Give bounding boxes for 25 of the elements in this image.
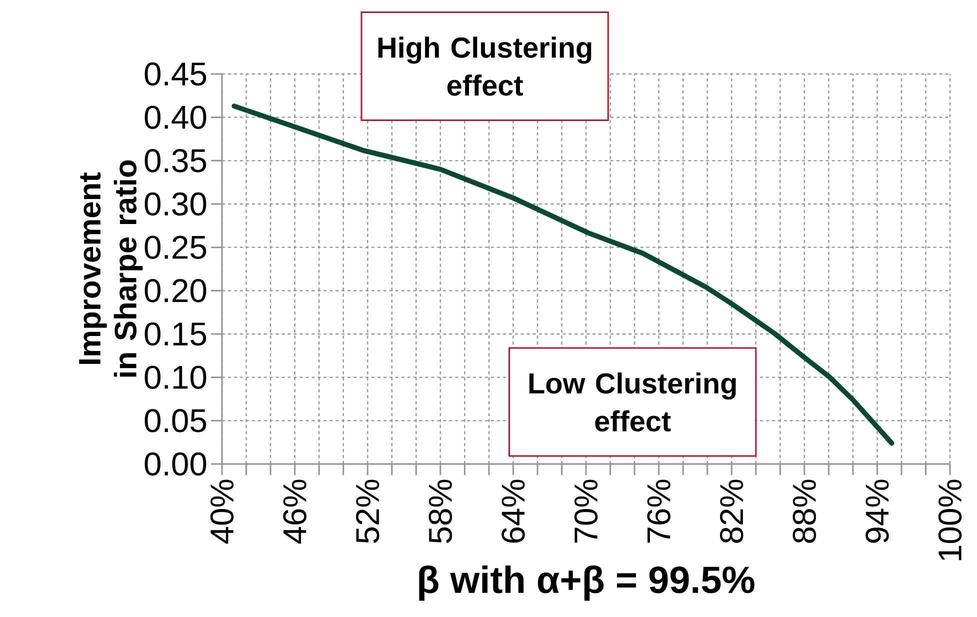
y-tick-label: 0.15 [144,322,206,346]
y-axis-title: Improvement in Sharpe ratio [79,160,143,377]
y-tick-label: 0.25 [144,236,206,259]
x-axis-title: β with α+β = 99.5% [419,565,754,601]
x-tick-label: 70% [574,480,598,543]
x-tick-label: 46% [283,480,306,544]
annotation: High Clustering effect [378,36,592,96]
x-tick-label: 52% [356,480,380,544]
x-tick-label: 58% [428,480,452,544]
y-tick-label: 0.00 [144,452,206,476]
y-tick-label: 0.45 [144,62,206,86]
y-tick-label: 0.30 [144,192,206,216]
y-tick-label: 0.40 [144,106,206,129]
x-tick-label: 40% [210,480,234,544]
x-tick-label: 94% [866,480,889,543]
x-tick-label: 76% [647,480,670,543]
y-tick-label: 0.35 [144,149,206,172]
x-tick-label: 64% [502,480,525,543]
x-tick-label: 88% [792,480,816,543]
y-tick-label: 0.20 [144,279,206,302]
x-tick-label: 82% [720,480,744,543]
x-tick-label: 100% [938,480,962,560]
y-tick-label: 0.10 [144,366,206,389]
y-tick-label: 0.05 [144,409,206,432]
annotation: Low Clustering effect [529,372,736,432]
